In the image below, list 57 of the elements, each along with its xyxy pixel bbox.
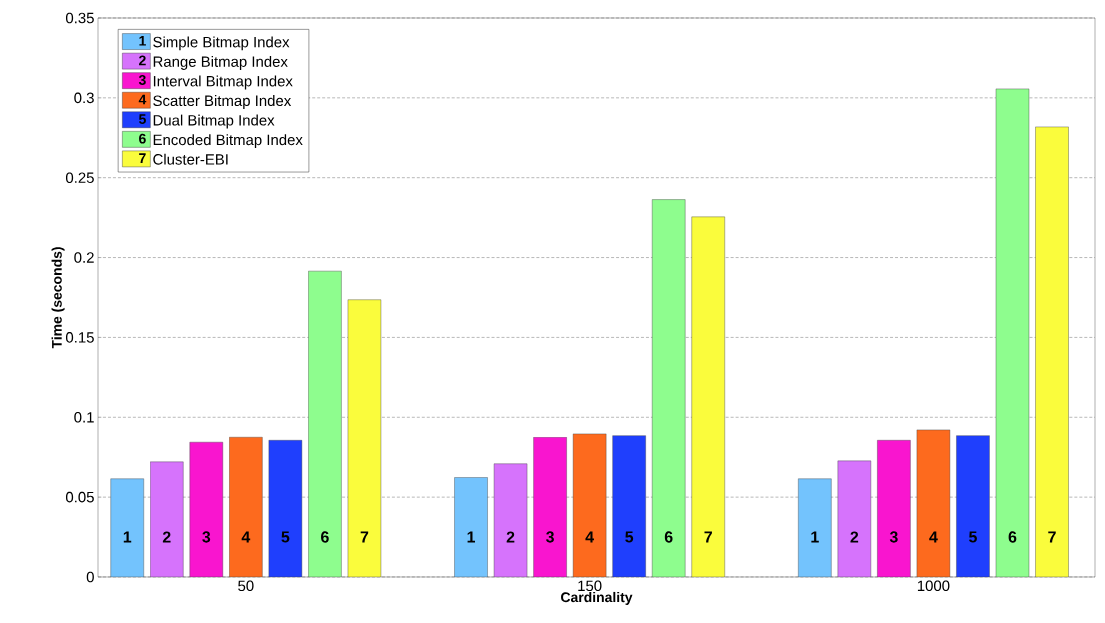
y-tick-label: 0.1 [74, 411, 94, 423]
y-axis-title: Time (seconds) [51, 247, 65, 349]
legend-label: Dual Bitmap Index [153, 114, 275, 129]
legend-label: Scatter Bitmap Index [153, 95, 292, 109]
annotation: 7 [1048, 531, 1056, 543]
annotation: 4 [585, 531, 594, 543]
y-tick-label: 0.35 [65, 12, 94, 24]
x-axis-title: Cardinality [561, 591, 633, 605]
legend-label: Cluster-EBI [153, 153, 228, 165]
annotation: 2 [850, 531, 859, 543]
y-tick-label: 0.2 [74, 252, 94, 263]
text: 4 [138, 94, 147, 105]
annotation: 4 [929, 531, 938, 543]
annotation: 2 [162, 531, 171, 543]
x-tick-label: 50 [238, 580, 254, 592]
y-tick-label: 0.15 [65, 332, 94, 343]
bar [916, 429, 951, 577]
text: 6 [139, 133, 146, 144]
bar [837, 460, 872, 577]
y-tick-label: 0 [86, 571, 94, 583]
annotation: 7 [704, 531, 712, 543]
annotation: 5 [281, 531, 290, 543]
annotation: 3 [546, 531, 554, 543]
text: 7 [139, 153, 146, 163]
bar [995, 88, 1030, 577]
bar [308, 270, 342, 577]
annotation: 6 [321, 531, 329, 543]
annotation: 1 [467, 531, 476, 543]
annotation: 2 [506, 531, 515, 543]
bar [150, 461, 184, 577]
text: 5 [138, 114, 146, 124]
x-tick-label: 1000 [917, 580, 950, 592]
bar [572, 433, 607, 577]
legend-label: Encoded Bitmap Index [153, 134, 303, 149]
annotation: 7 [360, 531, 369, 543]
x-tick-label: 150 [578, 580, 602, 592]
annotation: 5 [625, 531, 634, 543]
bar [229, 437, 263, 577]
text: 3 [138, 75, 146, 85]
annotation: 3 [889, 531, 898, 543]
annotation: 1 [123, 531, 132, 543]
text: 2 [139, 55, 146, 66]
annotation: 6 [664, 531, 673, 543]
legend-label: Range Bitmap Index [153, 55, 288, 70]
annotation: 3 [202, 531, 211, 543]
text: 1 [139, 36, 146, 46]
legend-label: Simple Bitmap Index [153, 36, 290, 51]
y-tick-label: 0.05 [65, 491, 94, 503]
annotation: 5 [969, 531, 977, 543]
annotation: 6 [1008, 531, 1017, 543]
annotation: 4 [241, 531, 251, 543]
y-tick-label: 0.25 [65, 172, 94, 183]
legend-label: Interval Bitmap Index [153, 75, 293, 90]
bar [652, 199, 686, 577]
annotation: 1 [811, 531, 819, 543]
bar [493, 463, 528, 577]
y-tick-label: 0.3 [74, 92, 94, 104]
